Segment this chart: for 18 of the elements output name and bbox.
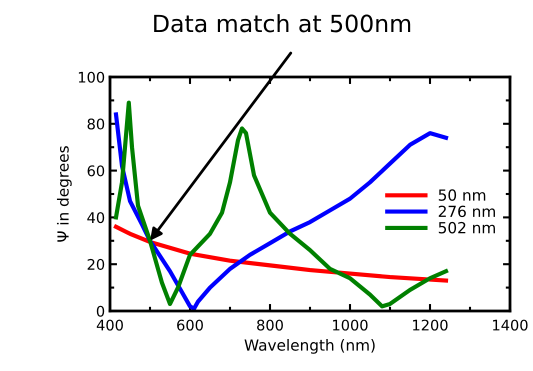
- y-tick-label: 100: [78, 72, 104, 83]
- x-tick-label: 1200: [413, 320, 448, 331]
- x-axis-title: Wavelength (nm): [244, 339, 375, 354]
- y-tick-label: 80: [88, 118, 104, 130]
- y-axis-title: Ψ in degrees: [56, 146, 72, 242]
- legend-label: 502 nm: [438, 222, 495, 234]
- y-tick-label: 0: [96, 306, 104, 317]
- x-tick-label: 1400: [493, 320, 528, 331]
- legend-label: 276 nm: [438, 206, 495, 218]
- x-tick-label: 400: [96, 320, 123, 331]
- x-tick-label: 1000: [333, 320, 368, 331]
- y-tick-label: 60: [88, 165, 104, 176]
- legend-label: 50 nm: [438, 189, 486, 201]
- y-tick-label: 20: [88, 258, 104, 270]
- x-tick-label: 800: [257, 320, 283, 331]
- annotation: Data match at 500nm: [154, 14, 410, 32]
- x-tick-label: 600: [177, 320, 203, 331]
- y-tick-label: 40: [87, 212, 104, 224]
